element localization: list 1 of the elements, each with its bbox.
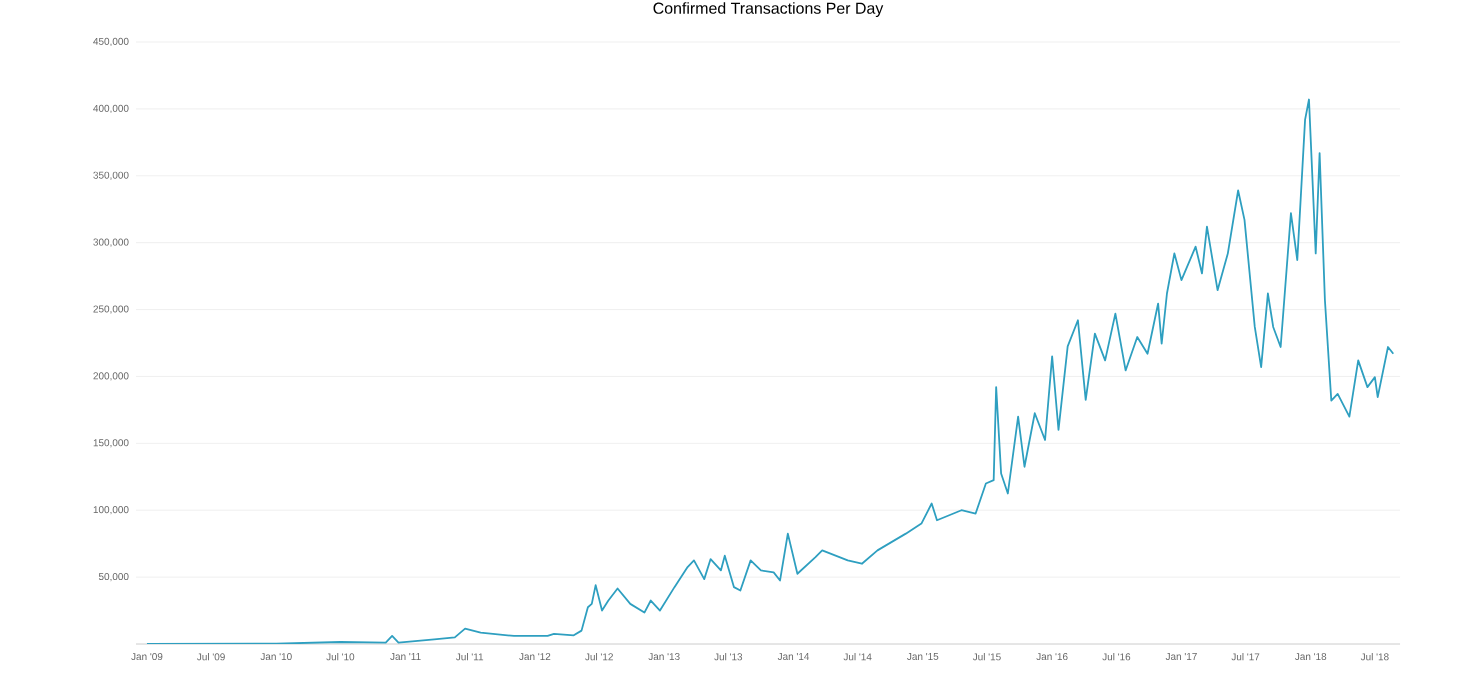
line-series	[146, 98, 1395, 644]
